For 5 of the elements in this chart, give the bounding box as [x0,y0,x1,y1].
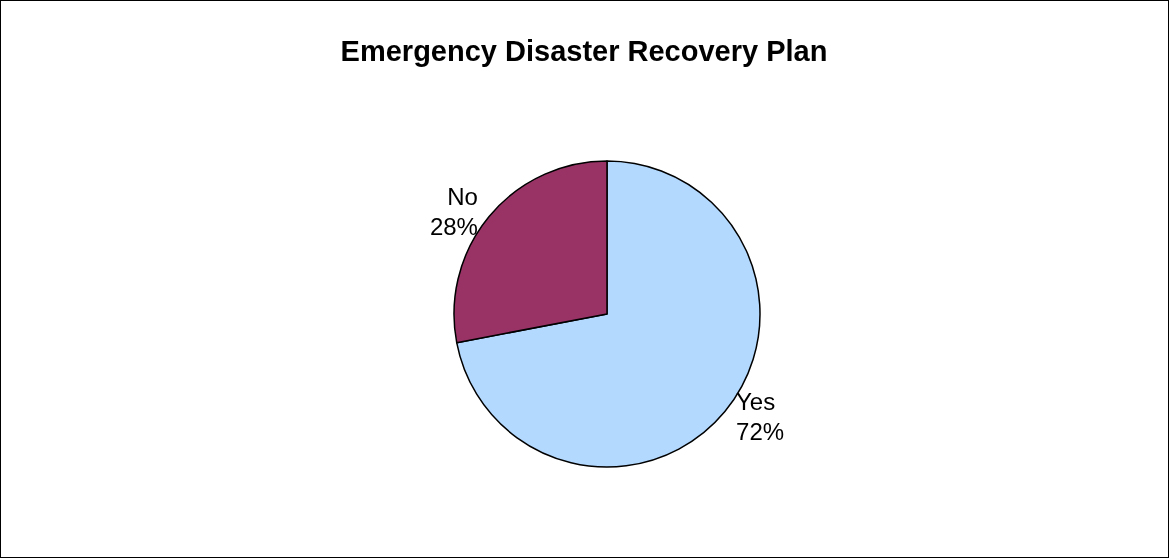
slice-label: Yes [736,388,776,416]
slice-label: No [447,182,478,210]
data-label: 28% [429,212,478,240]
chart-title: Emergency Disaster Recovery Plan [340,34,828,67]
data-label: 72% [736,418,785,446]
